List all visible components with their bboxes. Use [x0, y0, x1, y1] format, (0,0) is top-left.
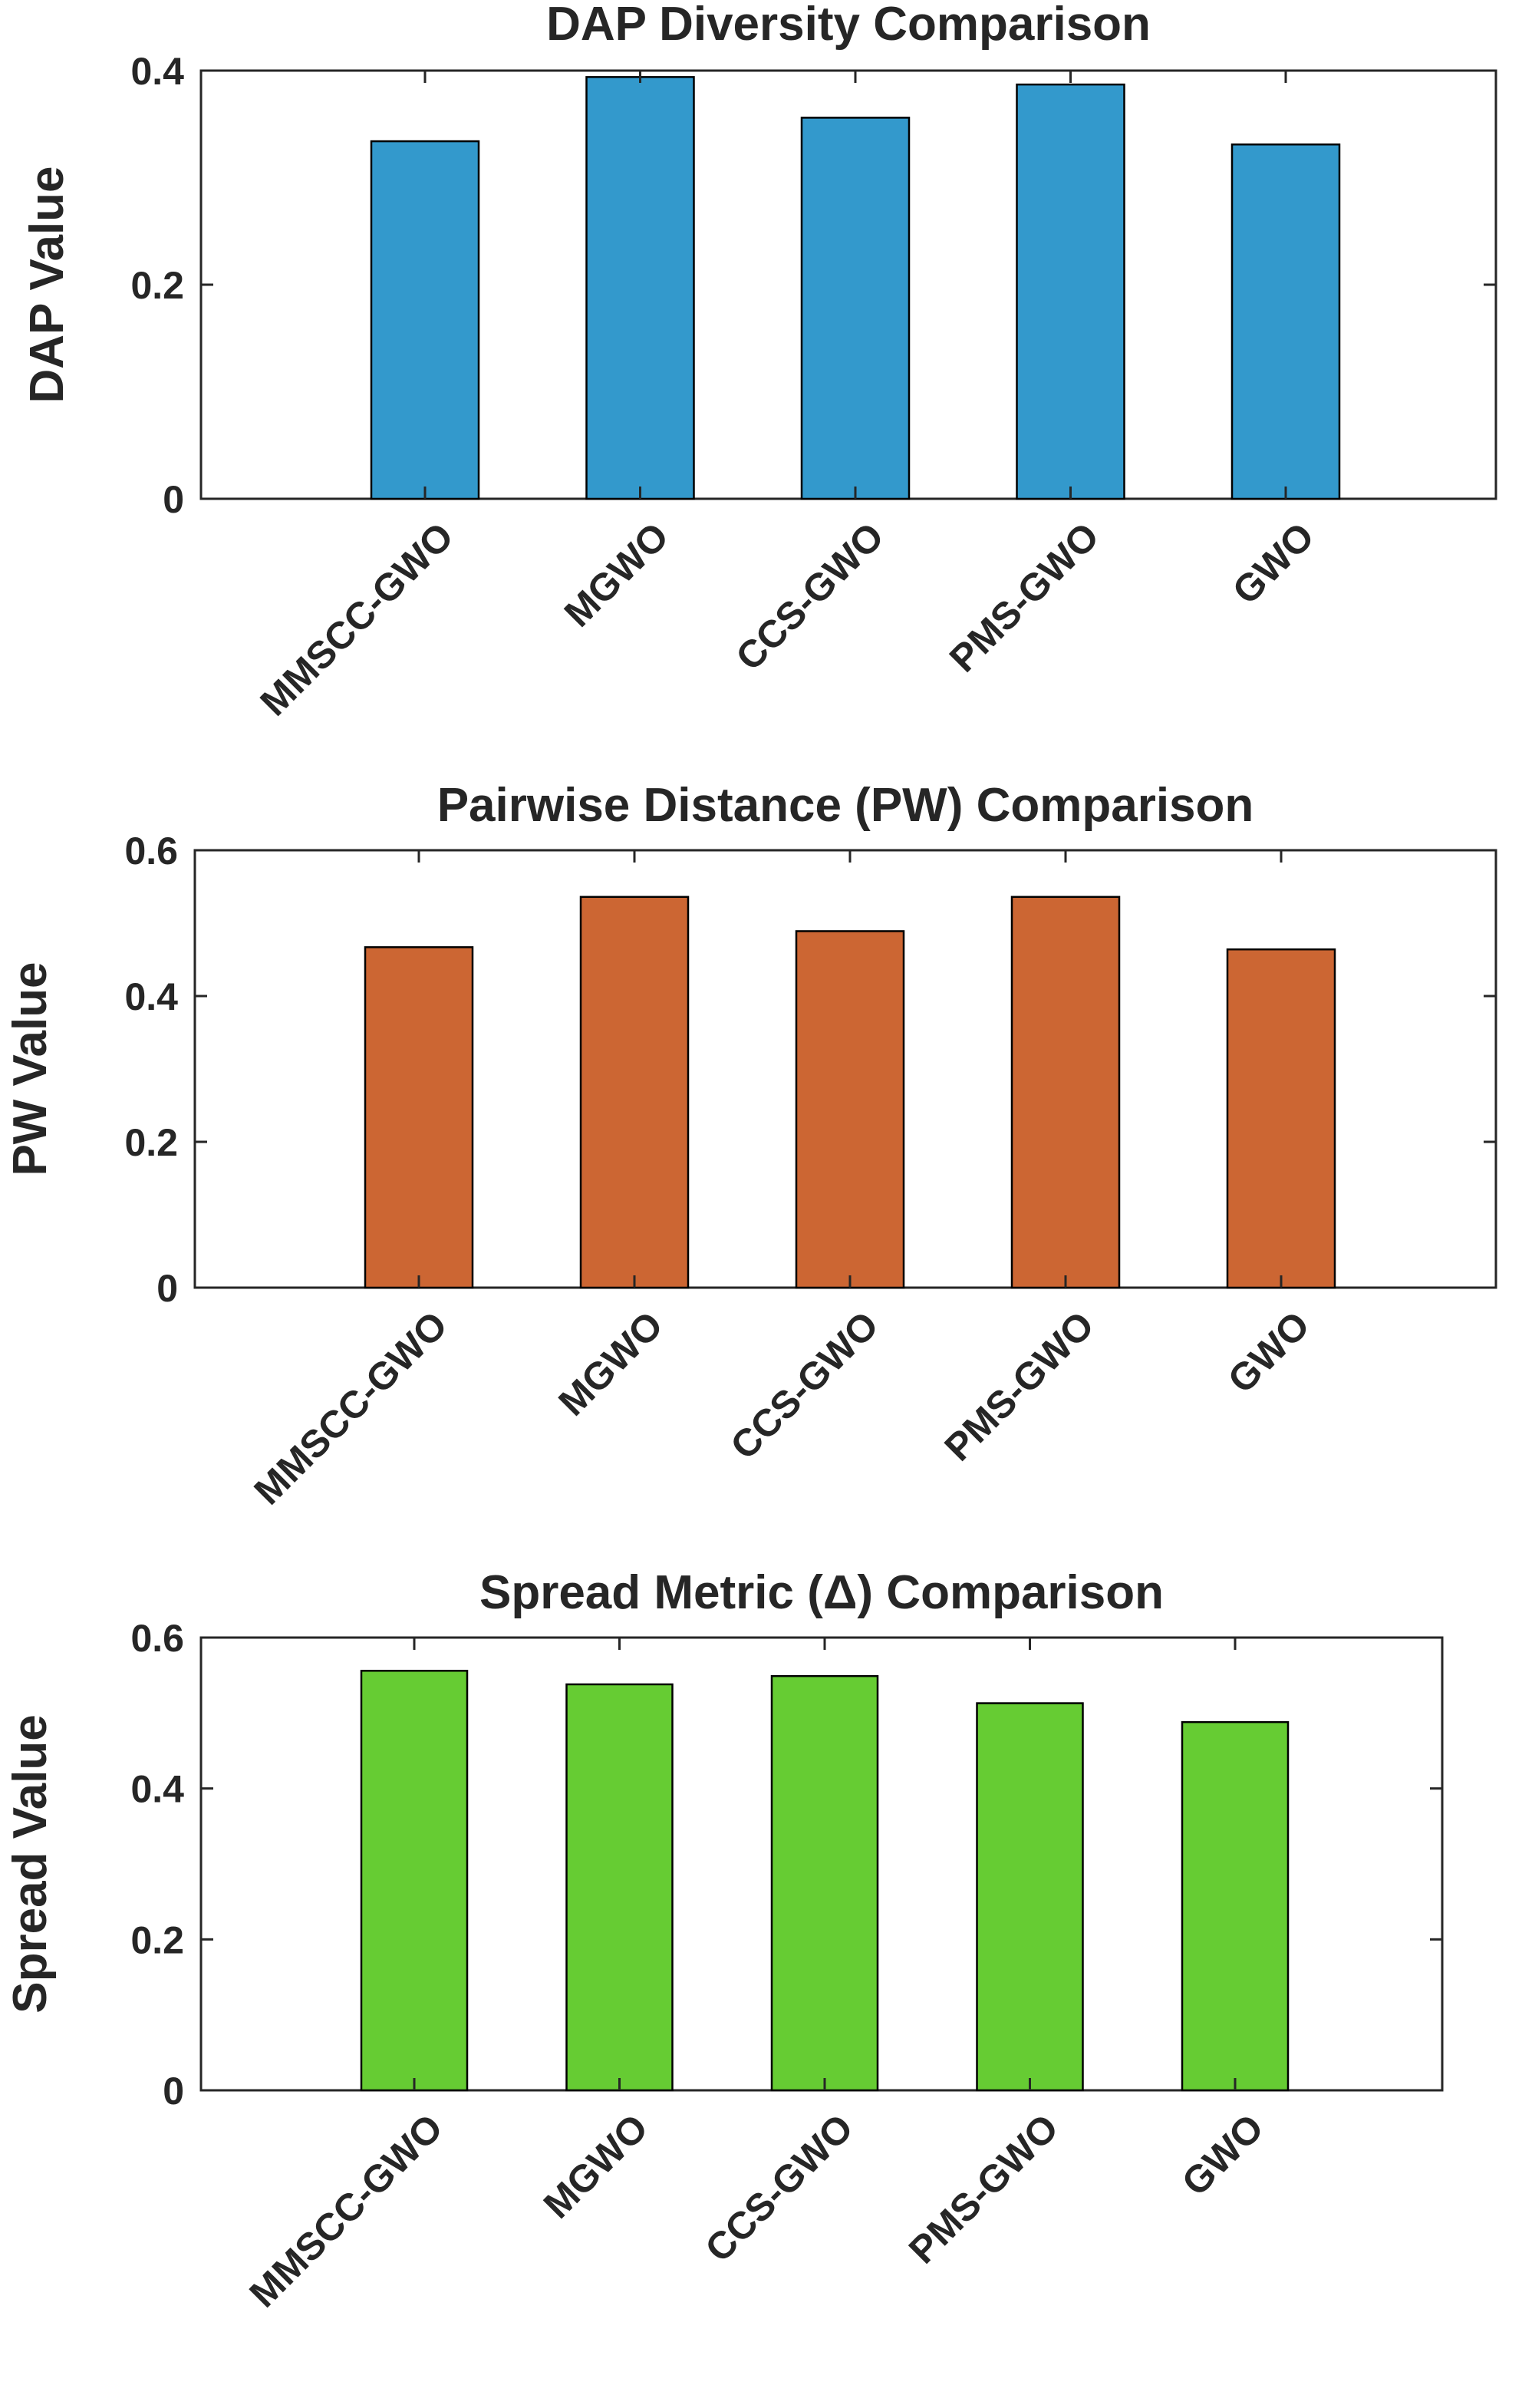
x-category-label: MGWO: [550, 1303, 670, 1423]
y-tick-label: 0.2: [124, 1121, 178, 1164]
chart-title: Pairwise Distance (PW) Comparison: [437, 779, 1254, 832]
panel-spread-metric: Spread Metric (Δ) Comparison 0 0.2 0.4 0.6 MM…: [4, 1566, 1444, 2315]
x-category-label: GWO: [1224, 514, 1323, 612]
y-tick-label: 0.4: [130, 50, 184, 93]
x-category-label: CCS-GWO: [697, 2106, 861, 2270]
bar-mgwo: [565, 1683, 674, 2092]
bar-mmscc-gwo: [370, 140, 480, 500]
bar-gwo: [1226, 948, 1336, 1289]
x-category-label: GWO: [1174, 2106, 1272, 2204]
y-tick-label: 0.4: [124, 975, 178, 1018]
bar-pms-gwo: [1016, 83, 1125, 500]
y-tick-label: 0: [163, 478, 184, 521]
y-tick-label: 0: [163, 2070, 184, 2113]
y-tick-label: 0.6: [124, 830, 178, 872]
bar-mgwo: [585, 76, 695, 500]
x-category-label: MGWO: [535, 2106, 656, 2226]
bar-mgwo: [579, 896, 690, 1289]
y-tick-label: 0: [156, 1267, 178, 1310]
x-category-label: MMSCC-GWO: [252, 514, 461, 724]
bar-mmscc-gwo: [364, 946, 474, 1289]
x-category-label: MMSCC-GWO: [241, 2106, 450, 2315]
bar-ccs-gwo: [770, 1674, 879, 2092]
y-tick-label: 0.4: [130, 1768, 184, 1811]
y-tick-label: 0.2: [130, 264, 184, 307]
bar-ccs-gwo: [795, 930, 905, 1289]
x-category-label: PMS-GWO: [901, 2106, 1066, 2271]
chart-title: DAP Diversity Comparison: [546, 0, 1151, 51]
y-axis-label: DAP Value: [21, 166, 74, 403]
bar-gwo: [1230, 143, 1341, 500]
bar-ccs-gwo: [800, 117, 911, 500]
chart-title: Spread Metric (Δ) Comparison: [479, 1566, 1164, 1619]
bar-mmscc-gwo: [360, 1670, 469, 2092]
y-tick-label: 0.6: [130, 1617, 184, 1660]
panel-pairwise-distance: Pairwise Distance (PW) Comparison 0 0.2 0.4…: [4, 779, 1497, 1512]
x-category-label: PMS-GWO: [941, 514, 1107, 680]
bar-gwo: [1181, 1720, 1290, 2092]
x-category-label: GWO: [1220, 1303, 1318, 1401]
y-axis-label: PW Value: [4, 962, 57, 1176]
x-category-label: MMSCC-GWO: [245, 1303, 455, 1512]
x-category-label: PMS-GWO: [936, 1303, 1102, 1469]
x-category-label: CCS-GWO: [722, 1303, 886, 1467]
bar-pms-gwo: [976, 1702, 1084, 2092]
x-category-label: MGWO: [556, 514, 677, 635]
y-tick-label: 0.2: [130, 1918, 184, 1961]
panel-dap-diversity: DAP Diversity Comparison 0 0.2 0.4 MMSCC-GWO…: [21, 0, 1497, 724]
x-category-label: CCS-GWO: [727, 514, 891, 678]
bar-pms-gwo: [1010, 896, 1121, 1289]
y-axis-label: Spread Value: [4, 1714, 57, 2013]
